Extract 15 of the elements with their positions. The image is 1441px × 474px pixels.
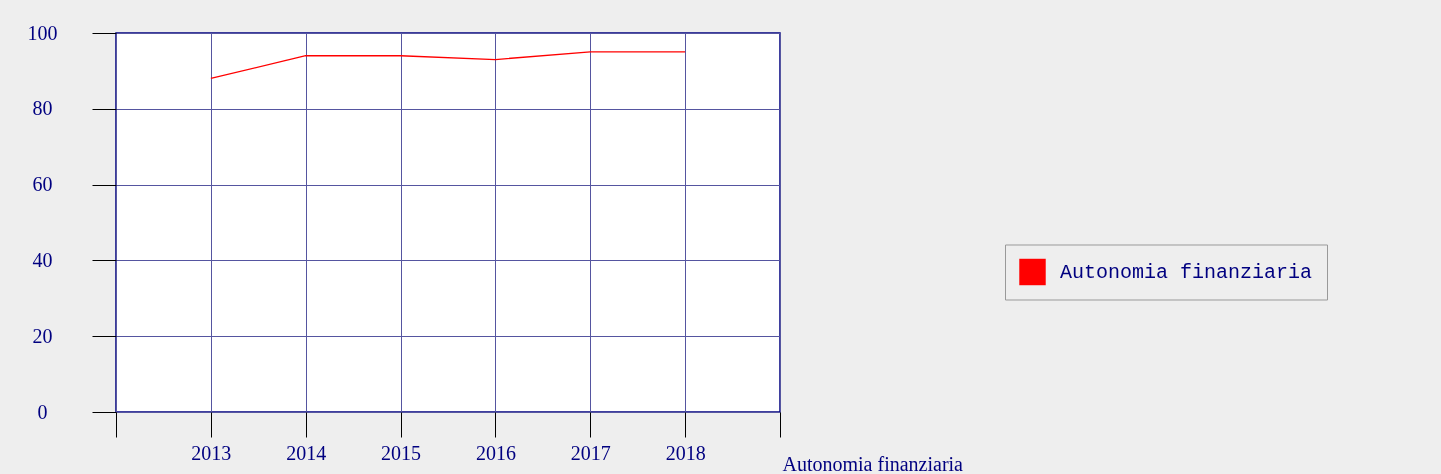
y-tick-label: 40 xyxy=(32,248,53,271)
x-tick-label: 2018 xyxy=(665,441,706,464)
legend-label: Autonomia finanziaria xyxy=(1060,261,1313,284)
y-tick-label: 100 xyxy=(27,21,58,44)
x-tick-label: 2016 xyxy=(475,441,516,464)
x-tick-label: 2015 xyxy=(381,441,422,464)
x-tick-label: 2014 xyxy=(286,441,327,464)
line-series xyxy=(210,51,686,80)
y-tick-label: 20 xyxy=(32,324,53,347)
y-tick-label: 80 xyxy=(32,97,53,120)
x-axis-title: Autonomia finanziaria xyxy=(782,452,964,474)
x-tick-label: 2013 xyxy=(191,441,232,464)
x-tick-label: 2017 xyxy=(570,441,611,464)
y-tick-label: 0 xyxy=(37,400,48,423)
y-tick-label: 60 xyxy=(32,173,53,196)
